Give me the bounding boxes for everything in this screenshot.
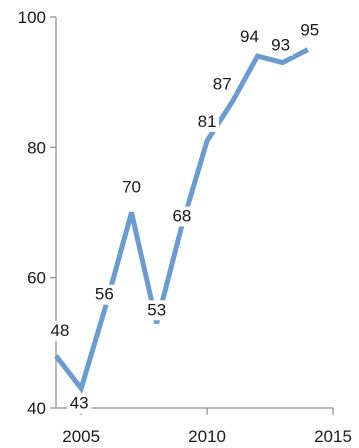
data-label: 87 [213,75,232,94]
data-label: 48 [51,321,70,340]
data-label: 56 [95,285,114,304]
y-tick-label: 100 [18,8,46,27]
data-label: 43 [70,393,89,412]
data-label-background [144,300,169,321]
data-label-background [195,111,220,132]
data-label: 53 [147,300,166,319]
x-tick-label: 2015 [314,427,352,446]
data-label-background [92,284,117,305]
x-tick-label: 2005 [62,427,100,446]
x-tick-label: 2010 [188,427,226,446]
data-label: 70 [122,178,141,197]
data-label-background [297,20,322,41]
data-label-background [67,393,92,414]
data-label: 68 [172,207,191,226]
data-label-background [169,206,194,227]
data-label-background [48,320,72,341]
data-label: 93 [271,36,290,55]
data-label-background [119,177,144,198]
y-tick-label: 80 [27,138,46,157]
chart-axes: 40 60 80 100 2005 2010 2015 [18,8,352,446]
data-label: 95 [300,21,319,40]
y-tick-label: 40 [27,399,46,418]
data-label-background [237,27,262,48]
data-label: 94 [240,27,259,46]
data-label: 81 [198,112,217,131]
data-label-background [210,74,235,95]
y-tick-label: 60 [27,269,46,288]
chart-data-labels: 48 43 56 70 53 68 81 87 94 93 95 [48,21,322,414]
data-label-background [268,35,293,56]
